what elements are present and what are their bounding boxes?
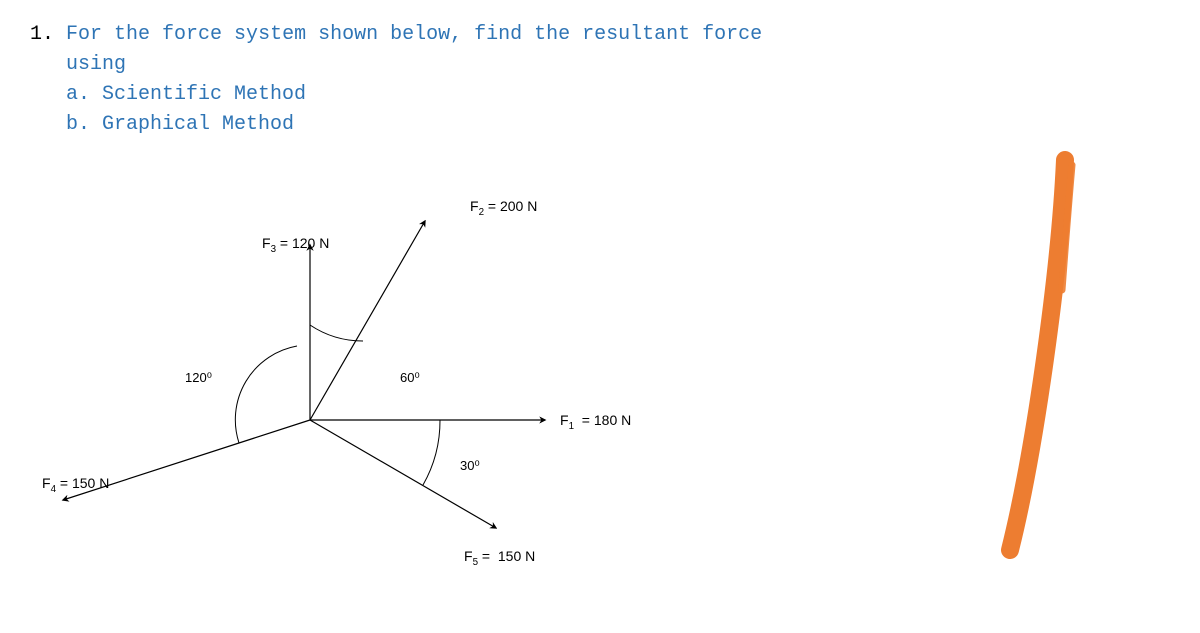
annotation-stroke — [980, 150, 1100, 570]
value-f1: 180 — [594, 412, 617, 428]
label-f2: F2 = 200 N — [470, 198, 537, 218]
value-f2: 200 — [500, 198, 523, 214]
force-diagram: F1 = 180 N F2 = 200 N F3 = 120 N F4 = 15… — [0, 180, 700, 600]
force-vector-f5 — [310, 420, 496, 528]
problem-line2: using — [66, 53, 126, 76]
page-root: 1. For the force system shown below, fin… — [0, 0, 1200, 633]
angle-label-120: 120⁰ — [185, 370, 212, 386]
diagram-svg — [0, 180, 700, 600]
angle-arc-30 — [423, 420, 440, 485]
label-f4: F4 = 150 N — [42, 475, 109, 495]
angle-arc-120 — [235, 346, 297, 443]
label-f5: F5 = 150 N — [464, 548, 535, 568]
problem-part-b: b. Graphical Method — [66, 113, 294, 136]
label-f1: F1 = 180 N — [560, 412, 631, 432]
angle-arc-60 — [310, 325, 363, 341]
label-f3: F3 = 120 N — [262, 235, 329, 255]
angle-label-60: 60⁰ — [400, 370, 420, 386]
problem-line1: For the force system shown below, find t… — [66, 23, 762, 46]
problem-number: 1. — [30, 23, 54, 46]
angle-label-30: 30⁰ — [460, 458, 480, 474]
problem-part-a: a. Scientific Method — [66, 83, 306, 106]
value-f3: 120 — [292, 235, 315, 251]
value-f5: 150 — [498, 548, 521, 564]
problem-text: 1. For the force system shown below, fin… — [30, 20, 762, 140]
value-f4: 150 — [72, 475, 95, 491]
